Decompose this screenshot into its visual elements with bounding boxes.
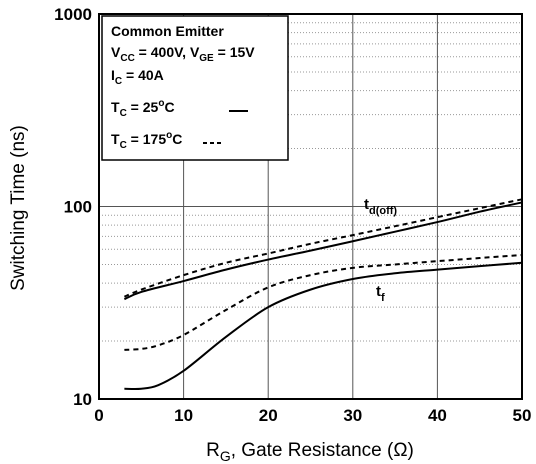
- series-line-1: [123, 198, 523, 298]
- legend-vcc-vge: VCC = 400V, VGE = 15V: [111, 44, 255, 64]
- x-tick-label: 20: [259, 406, 278, 425]
- y-axis-label: Switching Time (ns): [8, 125, 29, 291]
- x-axis-label: RG, Gate Resistance (Ω): [206, 440, 414, 464]
- legend: Common Emitter VCC = 400V, VGE = 15V IC …: [101, 15, 289, 161]
- series-line-3: [124, 253, 523, 351]
- y-tick-label: 10: [73, 390, 92, 409]
- x-tick-label: 0: [94, 406, 103, 425]
- series-line-0: [123, 201, 523, 301]
- x-tick-label: 30: [343, 406, 362, 425]
- legend-tc-25: TC = 25oC: [111, 98, 175, 119]
- x-tick-label: 50: [513, 406, 532, 425]
- series-lines: [123, 198, 523, 391]
- label-tf: tf: [376, 283, 385, 304]
- label-td-off: td(off): [364, 196, 397, 217]
- legend-box: [101, 15, 289, 161]
- series-line-2: [124, 261, 523, 391]
- y-tick-label: 100: [64, 198, 92, 217]
- plot-frame: [98, 13, 523, 400]
- legend-tc-175: TC = 175oC: [111, 130, 182, 151]
- legend-title: Common Emitter: [111, 23, 224, 39]
- x-tick-label: 10: [174, 406, 193, 425]
- x-tick-label: 40: [428, 406, 447, 425]
- y-tick-label: 1000: [54, 5, 92, 24]
- legend-ic: IC = 40A: [111, 67, 164, 87]
